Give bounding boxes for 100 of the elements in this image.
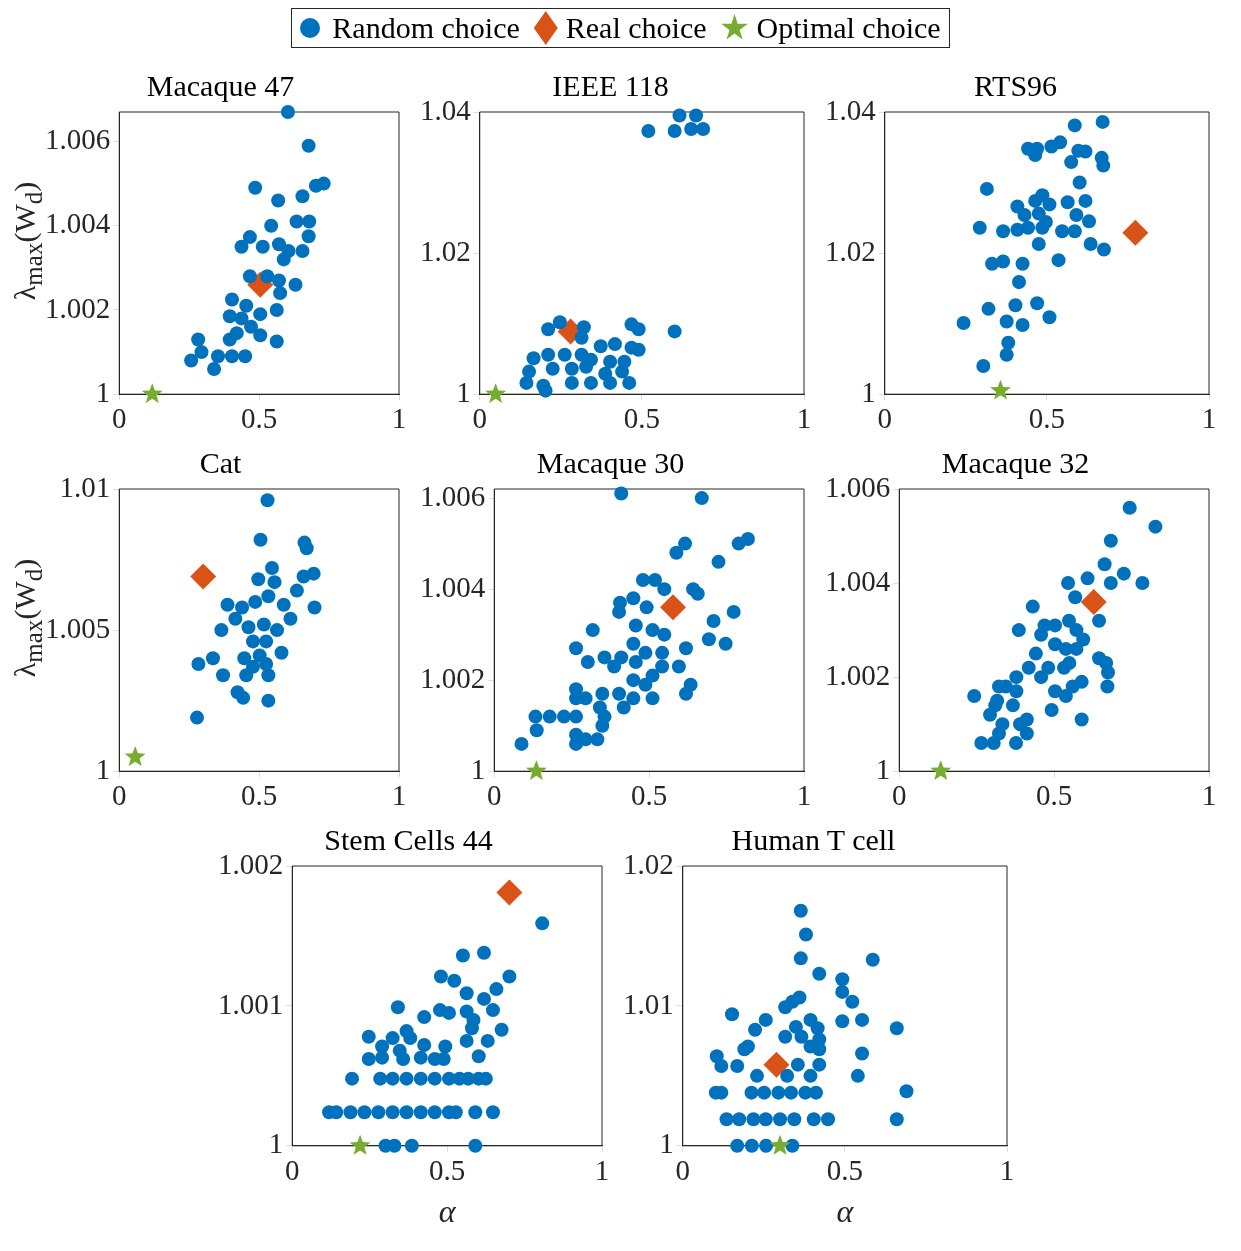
point	[564, 375, 579, 390]
point	[248, 594, 263, 609]
point	[999, 347, 1014, 362]
point	[622, 375, 637, 390]
point	[696, 121, 711, 136]
point	[788, 1019, 803, 1034]
point	[271, 273, 286, 288]
point	[996, 254, 1011, 269]
point	[1008, 298, 1023, 313]
point	[256, 617, 271, 632]
point	[1067, 118, 1082, 133]
point	[607, 337, 622, 352]
y-tick-label: 1.02	[825, 234, 876, 267]
point	[603, 375, 618, 390]
y-tick-label: 1.002	[420, 661, 486, 694]
point	[811, 1042, 826, 1057]
x-tick-label: 0.5	[1028, 402, 1065, 435]
x-tick-label: 1	[999, 1153, 1014, 1186]
point	[1069, 208, 1084, 222]
chart-title: Cat	[199, 445, 242, 479]
point	[1122, 500, 1137, 515]
point	[1061, 613, 1076, 628]
point	[253, 307, 268, 322]
point	[269, 334, 284, 349]
point	[811, 1057, 826, 1072]
point	[1103, 533, 1118, 548]
x-tick-label: 1	[594, 1153, 609, 1186]
point	[974, 735, 989, 750]
point	[545, 361, 560, 376]
point	[564, 361, 579, 376]
point	[253, 532, 268, 547]
point	[790, 1057, 805, 1072]
point	[255, 239, 270, 254]
point	[930, 760, 952, 781]
x-tick-label: 0	[675, 1153, 690, 1186]
y-tick-label: 1	[95, 752, 111, 785]
x-tick-label: 1	[1201, 779, 1217, 812]
point	[1021, 220, 1036, 235]
point	[981, 301, 996, 316]
point	[1053, 135, 1068, 150]
chart-title: RTS96	[973, 68, 1058, 102]
legend-label: Real choice	[565, 11, 707, 45]
y-tick-label: 1.02	[622, 847, 674, 880]
point	[541, 322, 556, 337]
point	[269, 302, 284, 317]
point	[986, 735, 1001, 750]
y-tick-label: 1.001	[217, 987, 283, 1020]
point	[1042, 197, 1057, 212]
point	[770, 1085, 785, 1100]
point	[1058, 688, 1073, 703]
point	[1083, 236, 1098, 251]
point	[1097, 557, 1112, 572]
y-tick-label: 1	[861, 375, 876, 408]
point	[786, 1112, 801, 1127]
point	[1060, 195, 1075, 210]
point	[280, 105, 295, 119]
point	[783, 1085, 798, 1100]
point	[1096, 242, 1111, 257]
point	[1116, 566, 1131, 581]
point	[793, 1029, 808, 1044]
point	[990, 379, 1011, 400]
point	[1082, 214, 1097, 229]
point	[1011, 623, 1026, 638]
x-tick-label: 0.5	[826, 1153, 863, 1186]
point	[190, 563, 217, 590]
point	[834, 972, 849, 987]
point	[234, 311, 249, 326]
point	[271, 237, 286, 252]
point	[574, 330, 589, 345]
point	[1015, 318, 1030, 333]
point	[261, 589, 276, 604]
point	[271, 193, 286, 208]
point	[526, 351, 541, 366]
y-tick-label: 1	[95, 375, 111, 408]
point	[288, 277, 303, 292]
point	[124, 746, 146, 766]
point	[713, 1059, 728, 1074]
chart-title: Stem Cells 44	[323, 822, 493, 856]
point	[222, 332, 237, 347]
point	[1028, 646, 1043, 661]
y-tick-label: 1.04	[825, 93, 877, 126]
point	[316, 176, 331, 191]
point	[1034, 627, 1049, 642]
point	[979, 181, 994, 196]
point	[244, 319, 259, 334]
point	[557, 347, 572, 362]
point	[758, 1012, 773, 1027]
point	[850, 1068, 865, 1083]
point	[295, 243, 310, 258]
point	[772, 1112, 787, 1127]
point	[236, 690, 251, 705]
point	[983, 707, 998, 722]
point	[273, 286, 288, 301]
point	[1011, 275, 1026, 290]
point	[1030, 296, 1045, 311]
x-axis-title: α	[835, 1193, 854, 1230]
y-tick-label: 1.01	[622, 987, 674, 1020]
x-tick-label: 1	[796, 779, 812, 812]
point	[301, 138, 316, 153]
x-tick-label: 0	[284, 1153, 299, 1186]
